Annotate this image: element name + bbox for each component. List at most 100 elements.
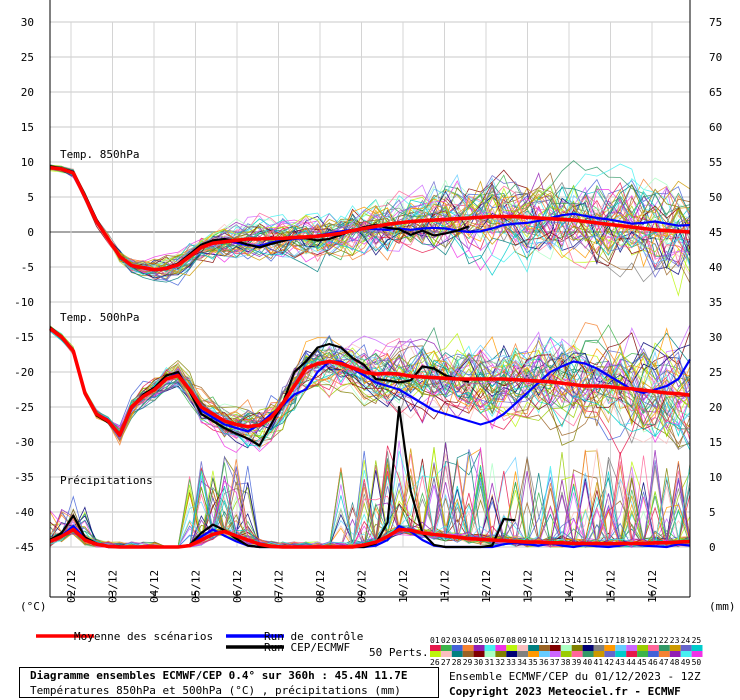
member-swatch-top (528, 645, 539, 651)
right-tick-label: 25 (709, 366, 722, 379)
member-swatch-bottom (637, 651, 648, 657)
left-tick-label: -40 (14, 506, 34, 519)
member-number-bottom: 43 (615, 658, 625, 667)
legend-mean-label: Moyenne des scénarios (74, 630, 213, 643)
member-swatch-top (571, 645, 583, 651)
member-number-top: 17 (604, 636, 614, 645)
member-swatch-bottom (495, 651, 507, 657)
legend-oper-label: Run CEP/ECMWF (264, 641, 350, 654)
ensemble-members (49, 160, 691, 549)
ensemble-member-line (49, 165, 691, 275)
member-number-bottom: 47 (659, 658, 669, 667)
x-tick-label: 11/12 (439, 570, 452, 603)
member-number-top: 18 (615, 636, 625, 645)
x-tick-label: 13/12 (522, 570, 535, 603)
member-swatch-top (658, 645, 670, 651)
member-swatch-top (440, 645, 452, 651)
member-swatch-bottom (604, 651, 616, 657)
left-tick-label: -15 (14, 331, 34, 344)
member-swatch-bottom (451, 651, 463, 657)
member-swatch-top (626, 645, 638, 651)
member-number-bottom: 38 (561, 658, 571, 667)
x-tick-label: 05/12 (190, 570, 203, 603)
right-tick-label: 45 (709, 226, 722, 239)
member-swatch-bottom (506, 651, 518, 657)
x-tick-label: 14/12 (563, 570, 576, 603)
right-tick-label: 30 (709, 331, 722, 344)
member-swatch-top (462, 645, 474, 651)
mean-t850-line (49, 165, 691, 272)
right-tick-label: 35 (709, 296, 722, 309)
member-number-bottom: 49 (681, 658, 691, 667)
left-tick-label: 0 (27, 226, 34, 239)
member-number-top: 13 (561, 636, 571, 645)
member-number-bottom: 36 (539, 658, 549, 667)
member-number-bottom: 34 (517, 658, 527, 667)
member-swatch-bottom (430, 651, 441, 657)
member-number-top: 20 (637, 636, 647, 645)
member-swatch-top (615, 645, 627, 651)
ensemble-member-line (49, 328, 691, 441)
left-tick-label: -35 (14, 471, 34, 484)
member-swatch-bottom (473, 651, 485, 657)
right-unit-label: (mm) (709, 600, 736, 613)
member-swatch-bottom (658, 651, 670, 657)
member-number-bottom: 30 (474, 658, 484, 667)
member-number-top: 25 (692, 636, 702, 645)
member-number-top: 07 (495, 636, 505, 645)
member-swatch-bottom (539, 651, 550, 657)
member-number-top: 03 (452, 636, 462, 645)
diagram-subtitle: Températures 850hPa et 500hPa (°C) , pré… (30, 684, 401, 697)
member-swatch-top (669, 645, 681, 651)
member-swatch-top (506, 645, 518, 651)
member-swatch-top (560, 645, 572, 651)
member-number-top: 01 (430, 636, 440, 645)
member-number-bottom: 42 (604, 658, 614, 667)
member-swatch-top (593, 645, 605, 651)
right-tick-label: 60 (709, 121, 722, 134)
main-series (48, 165, 691, 549)
x-tick-label: 10/12 (397, 570, 410, 603)
x-tick-label: 08/12 (314, 570, 327, 603)
x-tick-label: 06/12 (231, 570, 244, 603)
member-swatch-top (549, 645, 561, 651)
legend-control-label: Run de contrôle (264, 630, 363, 643)
member-swatch-bottom (484, 651, 496, 657)
run-info: Ensemble ECMWF/CEP du 01/12/2023 - 12Z (449, 670, 701, 683)
member-swatch-bottom (549, 651, 561, 657)
x-tick-label: 07/12 (273, 570, 286, 603)
right-tick-label: 55 (709, 156, 722, 169)
member-swatch-bottom (571, 651, 583, 657)
copyright-text: Copyright 2023 Meteociel.fr - ECMWF (449, 685, 681, 698)
ensemble-member-line (49, 169, 691, 280)
left-tick-label: 5 (27, 191, 34, 204)
right-tick-label: 50 (709, 191, 722, 204)
member-swatch-bottom (582, 651, 594, 657)
right-tick-label: 70 (709, 51, 722, 64)
ensemble-member-line (49, 328, 691, 453)
ensemble-member-line (49, 166, 691, 281)
member-swatch-top (484, 645, 496, 651)
x-tick-label: 16/12 (646, 570, 659, 603)
member-number-bottom: 50 (692, 658, 702, 667)
member-number-bottom: 29 (463, 658, 473, 667)
member-swatch-top (582, 645, 594, 651)
x-tick-label: 02/12 (65, 570, 78, 603)
member-number-top: 24 (681, 636, 691, 645)
member-swatch-bottom (462, 651, 474, 657)
member-number-top: 04 (463, 636, 473, 645)
member-number-top: 22 (659, 636, 669, 645)
ensemble-member-line (49, 329, 691, 435)
member-swatch-top (691, 645, 703, 651)
member-swatch-top (430, 645, 441, 651)
left-tick-label: -10 (14, 296, 34, 309)
member-swatch-bottom (517, 651, 529, 657)
member-number-bottom: 28 (452, 658, 462, 667)
x-tick-label: 04/12 (148, 570, 161, 603)
member-swatch-bottom (615, 651, 627, 657)
member-number-top: 12 (550, 636, 560, 645)
ensemble-member-line (49, 168, 691, 279)
chart-axes: 302520151050-5-10-15-20-25-30-35-40-4575… (14, 0, 736, 613)
member-number-bottom: 39 (572, 658, 582, 667)
member-number-top: 09 (517, 636, 527, 645)
